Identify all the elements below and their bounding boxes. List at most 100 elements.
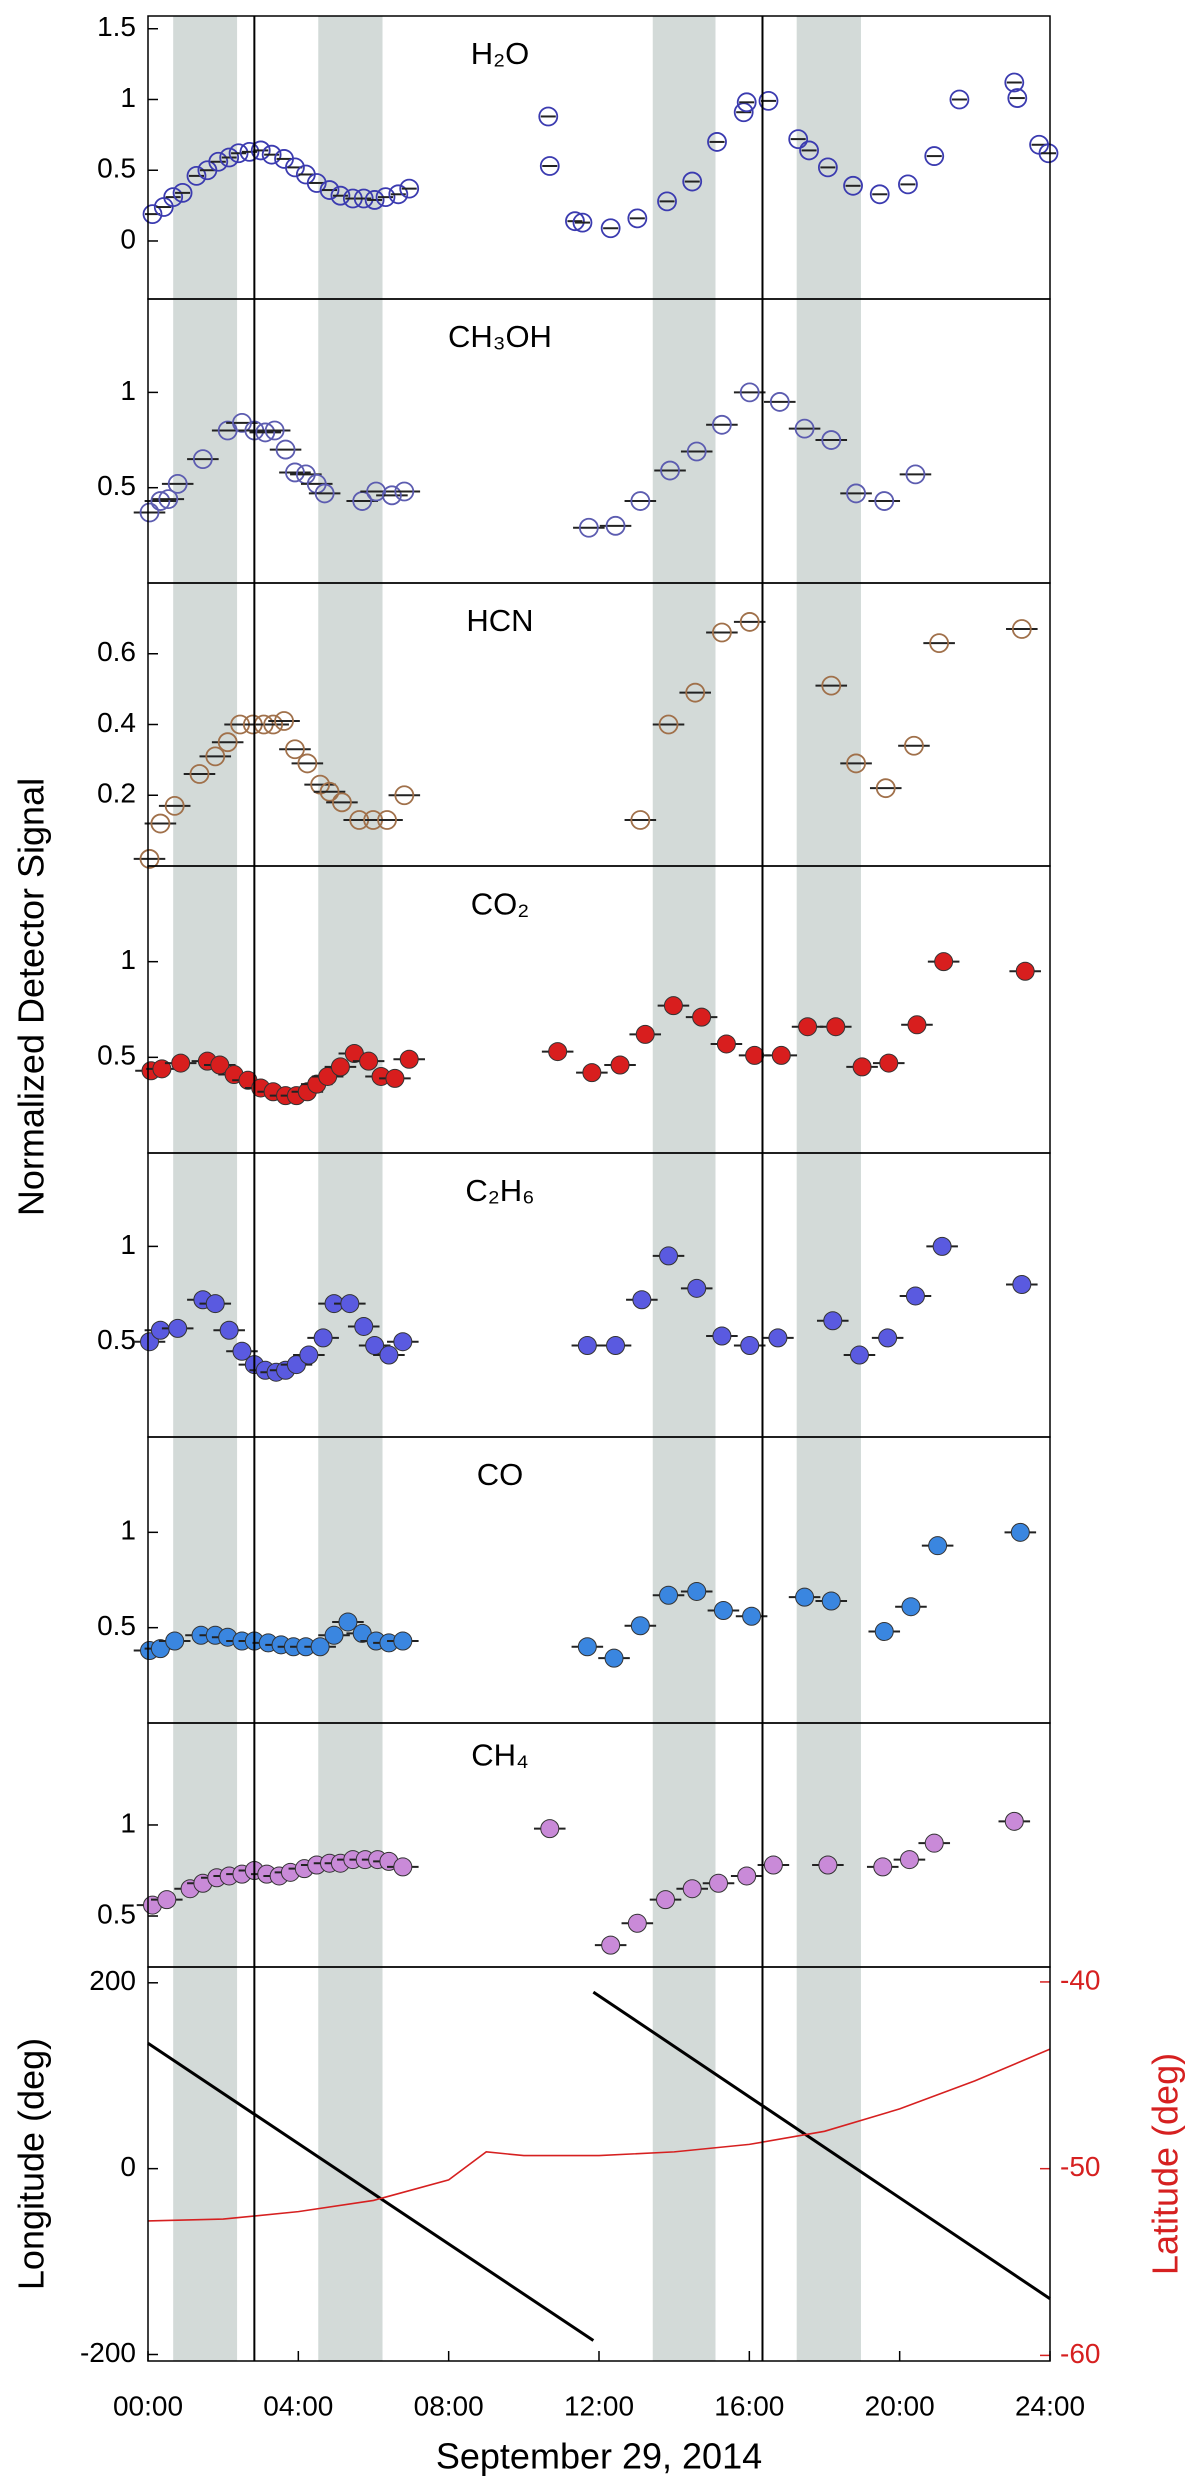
- data-point: [711, 622, 732, 643]
- data-point: [1038, 143, 1059, 164]
- x-tick-label: 16:00: [714, 2390, 784, 2421]
- data-point: [879, 1053, 899, 1073]
- data-point: [263, 714, 284, 735]
- data-point: [711, 414, 732, 435]
- data-point: [330, 1057, 350, 1077]
- data-point: [142, 204, 163, 225]
- y-axis-title: Longitude (deg): [11, 2038, 52, 2290]
- data-point: [685, 682, 706, 703]
- data-point: [330, 185, 351, 206]
- data-point: [168, 1318, 188, 1338]
- data-point: [630, 810, 651, 830]
- data-point: [582, 1063, 602, 1083]
- data-point: [740, 1336, 760, 1356]
- y-tick-label: 1: [120, 82, 136, 113]
- data-point: [794, 418, 815, 439]
- data-point: [275, 439, 296, 460]
- data-point: [1007, 88, 1028, 108]
- panel-label: HCN: [466, 603, 533, 638]
- data-point: [577, 1637, 597, 1657]
- y2-tick-label: -40: [1060, 1964, 1100, 1995]
- data-point: [600, 218, 621, 239]
- data-point: [313, 1328, 333, 1348]
- data-point: [394, 785, 415, 806]
- data-point: [578, 517, 599, 538]
- data-point: [821, 675, 842, 696]
- data-point: [869, 184, 890, 205]
- data-point: [657, 191, 677, 212]
- x-tick-label: 00:00: [113, 2390, 183, 2421]
- data-point: [232, 1341, 252, 1361]
- y-tick-label: -200: [80, 2337, 136, 2368]
- y-tick-label: 0.5: [97, 470, 136, 501]
- data-point: [823, 1311, 843, 1331]
- data-point: [393, 1631, 413, 1651]
- x-tick-label: 20:00: [865, 2390, 935, 2421]
- data-point: [656, 1890, 676, 1910]
- data-point: [324, 1625, 344, 1645]
- data-point: [285, 157, 305, 178]
- data-point: [393, 1857, 413, 1877]
- data-point: [539, 156, 560, 176]
- data-point: [163, 187, 184, 208]
- data-point: [157, 1890, 177, 1910]
- data-point: [139, 849, 160, 869]
- data-point: [686, 441, 707, 462]
- y-tick-label: 0.2: [97, 778, 136, 809]
- data-point: [905, 464, 926, 485]
- data-point: [1004, 72, 1025, 93]
- panel-label: CH₄: [471, 1737, 528, 1772]
- data-point: [799, 140, 819, 161]
- y2-axis-title: Latitude (deg): [1145, 2053, 1186, 2275]
- data-point: [297, 753, 318, 774]
- data-point: [285, 462, 305, 483]
- data-point: [139, 502, 160, 523]
- shaded-interval: [173, 16, 238, 2361]
- data-point: [788, 129, 809, 150]
- data-point: [769, 392, 790, 412]
- data-point: [682, 171, 703, 192]
- data-point: [659, 1585, 679, 1605]
- y-tick-label: 1: [120, 944, 136, 975]
- data-point: [713, 1601, 733, 1621]
- shaded-interval: [652, 16, 716, 2361]
- data-point: [219, 147, 240, 168]
- data-point: [904, 735, 924, 756]
- y-tick-label: 0.4: [97, 707, 136, 738]
- data-point: [604, 1648, 624, 1668]
- data-point: [332, 792, 352, 813]
- data-point: [627, 208, 648, 229]
- x-tick-label: 08:00: [414, 2390, 484, 2421]
- data-point: [768, 1328, 788, 1348]
- data-point: [846, 483, 866, 504]
- y-tick-label: 0.6: [97, 636, 136, 667]
- data-point: [687, 1278, 707, 1298]
- data-point: [285, 739, 305, 760]
- data-point: [192, 449, 213, 470]
- data-point: [949, 89, 970, 110]
- data-point: [798, 1017, 818, 1037]
- data-point: [601, 1935, 621, 1955]
- latitude-line: [147, 2048, 1051, 2222]
- data-point: [548, 1042, 568, 1062]
- y-tick-label: 0: [120, 2151, 136, 2182]
- data-point: [627, 1913, 647, 1933]
- data-point: [167, 473, 188, 494]
- data-point: [692, 1007, 712, 1027]
- data-point: [630, 1616, 650, 1636]
- data-point: [849, 1345, 869, 1365]
- data-point: [660, 460, 680, 481]
- data-point: [1015, 961, 1035, 981]
- data-point: [843, 175, 863, 196]
- data-point: [1010, 1522, 1030, 1542]
- y-tick-label: 1: [120, 375, 136, 406]
- data-point: [189, 764, 210, 784]
- y-tick-label: 1: [120, 1807, 136, 1838]
- data-point: [399, 1049, 419, 1069]
- y-axis-title: Normalized Detector Signal: [11, 778, 52, 1216]
- data-point: [873, 1857, 893, 1877]
- y-tick-label: 0.5: [97, 153, 136, 184]
- data-point: [709, 1873, 729, 1893]
- data-point: [366, 481, 387, 502]
- data-point: [745, 1045, 765, 1065]
